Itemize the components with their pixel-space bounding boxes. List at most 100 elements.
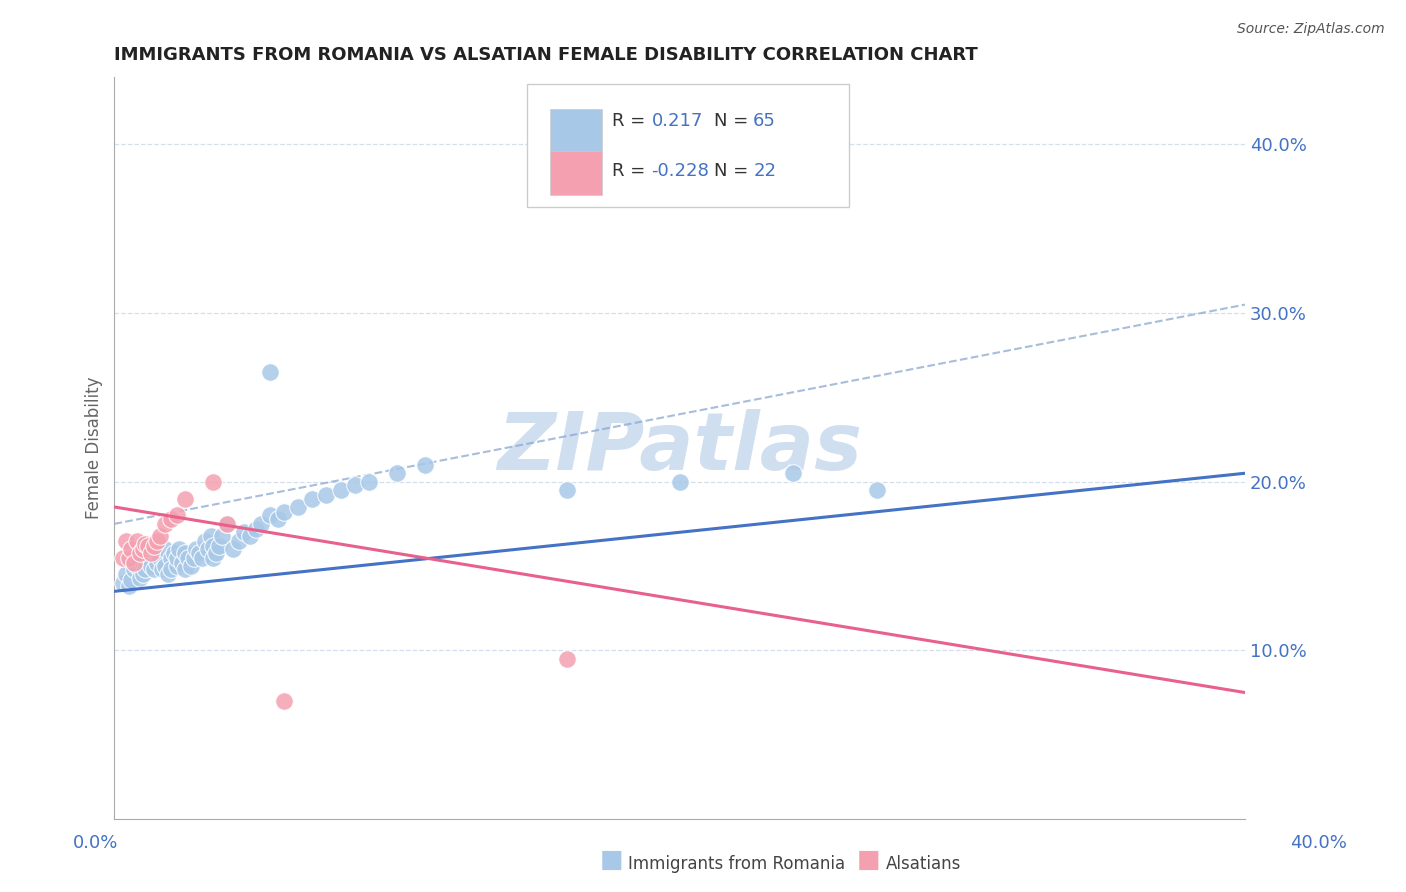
Point bbox=[233, 525, 256, 540]
Point bbox=[136, 550, 159, 565]
Point bbox=[228, 533, 250, 548]
Point bbox=[155, 542, 177, 557]
Text: Source: ZipAtlas.com: Source: ZipAtlas.com bbox=[1237, 22, 1385, 37]
Point bbox=[217, 516, 239, 531]
Point bbox=[385, 467, 408, 481]
Text: N =: N = bbox=[714, 162, 748, 180]
Point bbox=[166, 508, 188, 523]
Point bbox=[217, 516, 239, 531]
Point bbox=[111, 575, 134, 590]
Point bbox=[166, 559, 188, 574]
Point bbox=[239, 529, 262, 543]
Point bbox=[211, 529, 233, 543]
Text: IMMIGRANTS FROM ROMANIA VS ALSATIAN FEMALE DISABILITY CORRELATION CHART: IMMIGRANTS FROM ROMANIA VS ALSATIAN FEMA… bbox=[114, 46, 979, 64]
Point bbox=[174, 562, 197, 576]
Point bbox=[191, 550, 214, 565]
Point bbox=[668, 475, 690, 489]
Point bbox=[555, 483, 578, 497]
Point bbox=[136, 539, 159, 553]
Point bbox=[160, 512, 183, 526]
Point bbox=[160, 562, 183, 576]
Point bbox=[117, 550, 139, 565]
Point bbox=[287, 500, 309, 514]
Point bbox=[208, 539, 231, 553]
Point bbox=[122, 556, 145, 570]
Point bbox=[782, 467, 804, 481]
Point bbox=[245, 522, 267, 536]
Point bbox=[259, 365, 281, 379]
Point bbox=[188, 545, 211, 559]
Point bbox=[114, 533, 136, 548]
Point bbox=[128, 545, 150, 559]
Point bbox=[149, 529, 172, 543]
Text: R =: R = bbox=[612, 162, 645, 180]
Point bbox=[128, 571, 150, 585]
Text: Immigrants from Romania: Immigrants from Romania bbox=[628, 855, 845, 872]
Point bbox=[131, 556, 153, 570]
Point bbox=[166, 550, 188, 565]
Text: Alsatians: Alsatians bbox=[886, 855, 962, 872]
Point bbox=[329, 483, 352, 497]
Point bbox=[143, 539, 166, 553]
Point bbox=[117, 579, 139, 593]
Text: 0.0%: 0.0% bbox=[73, 834, 118, 852]
Point bbox=[146, 533, 169, 548]
Point bbox=[194, 533, 217, 548]
Text: ■: ■ bbox=[600, 848, 623, 872]
Point bbox=[186, 542, 208, 557]
Point bbox=[163, 545, 186, 559]
FancyBboxPatch shape bbox=[550, 109, 602, 153]
Point bbox=[149, 550, 172, 565]
Point bbox=[197, 542, 219, 557]
Text: 0.217: 0.217 bbox=[651, 112, 703, 130]
Point bbox=[169, 542, 191, 557]
Point bbox=[157, 567, 180, 582]
Point bbox=[114, 567, 136, 582]
Point bbox=[259, 508, 281, 523]
Point bbox=[152, 562, 174, 576]
Point bbox=[160, 550, 183, 565]
Point bbox=[200, 529, 222, 543]
Point bbox=[222, 542, 245, 557]
Point bbox=[174, 491, 197, 506]
Point bbox=[180, 559, 202, 574]
Point bbox=[202, 475, 225, 489]
Point bbox=[141, 559, 163, 574]
Text: 40.0%: 40.0% bbox=[1291, 834, 1347, 852]
Point bbox=[202, 539, 225, 553]
Text: R =: R = bbox=[612, 112, 645, 130]
Point bbox=[146, 556, 169, 570]
Point bbox=[205, 545, 228, 559]
Text: -0.228: -0.228 bbox=[651, 162, 709, 180]
Point bbox=[143, 562, 166, 576]
Point bbox=[343, 478, 366, 492]
Point bbox=[866, 483, 889, 497]
Point bbox=[141, 545, 163, 559]
Point bbox=[125, 533, 148, 548]
FancyBboxPatch shape bbox=[550, 151, 602, 194]
Point bbox=[134, 537, 156, 551]
Point bbox=[111, 550, 134, 565]
Point bbox=[315, 488, 337, 502]
Point bbox=[555, 652, 578, 666]
Point bbox=[125, 559, 148, 574]
Point bbox=[120, 542, 142, 557]
Text: 65: 65 bbox=[754, 112, 776, 130]
Point bbox=[202, 550, 225, 565]
Point bbox=[174, 545, 197, 559]
Point bbox=[273, 505, 295, 519]
Point bbox=[301, 491, 323, 506]
Text: ZIPatlas: ZIPatlas bbox=[498, 409, 862, 487]
Point bbox=[267, 512, 290, 526]
FancyBboxPatch shape bbox=[527, 85, 849, 207]
Point bbox=[250, 516, 273, 531]
Point bbox=[357, 475, 380, 489]
Y-axis label: Female Disability: Female Disability bbox=[86, 376, 103, 519]
Point bbox=[120, 573, 142, 587]
Text: ■: ■ bbox=[858, 848, 880, 872]
Point bbox=[183, 550, 205, 565]
Point bbox=[413, 458, 436, 472]
Point bbox=[155, 559, 177, 574]
Point bbox=[131, 567, 153, 582]
Point bbox=[134, 562, 156, 576]
